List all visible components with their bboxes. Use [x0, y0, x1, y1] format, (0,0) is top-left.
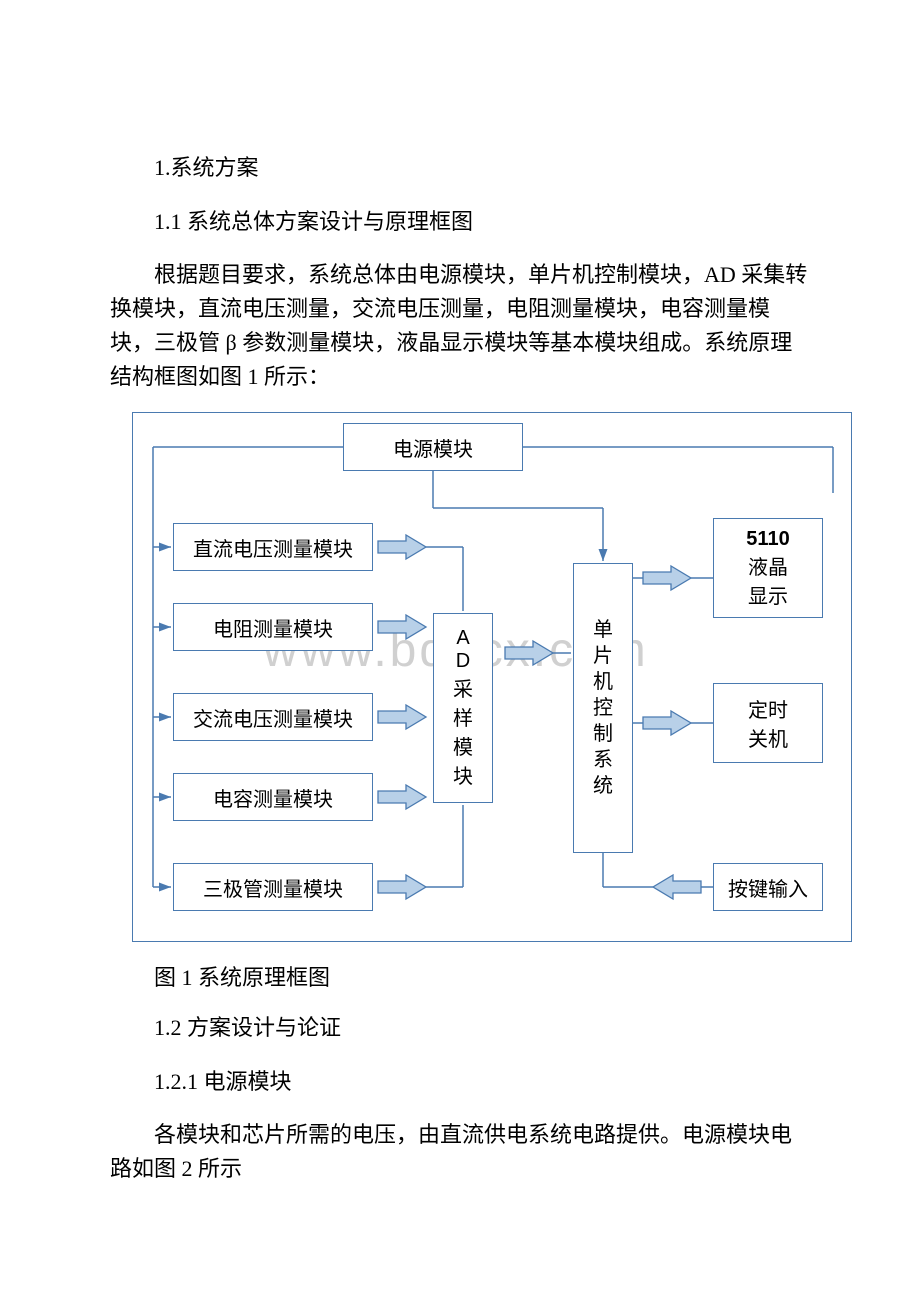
heading-1: 1.系统方案: [110, 150, 810, 182]
figure-1-caption: 图 1 系统原理框图: [110, 960, 810, 992]
block-diagram: www.bdocx.com 电源模块 直流电压测量模块 电阻测量模块 交流电压测…: [132, 412, 852, 942]
heading-1-2-1: 1.2.1 电源模块: [110, 1064, 810, 1096]
document-page: 1.系统方案 1.1 系统总体方案设计与原理框图 根据题目要求，系统总体由电源模…: [0, 0, 920, 1265]
heading-1-1: 1.1 系统总体方案设计与原理框图: [110, 204, 810, 236]
power-paragraph: 各模块和芯片所需的电压，由直流供电系统电路提供。电源模块电路如图 2 所示: [110, 1118, 810, 1186]
heading-1-2: 1.2 方案设计与论证: [110, 1010, 810, 1042]
diagram-arrows: [133, 413, 853, 943]
intro-paragraph: 根据题目要求，系统总体由电源模块，单片机控制模块，AD 采集转换模块，直流电压测…: [110, 258, 810, 394]
